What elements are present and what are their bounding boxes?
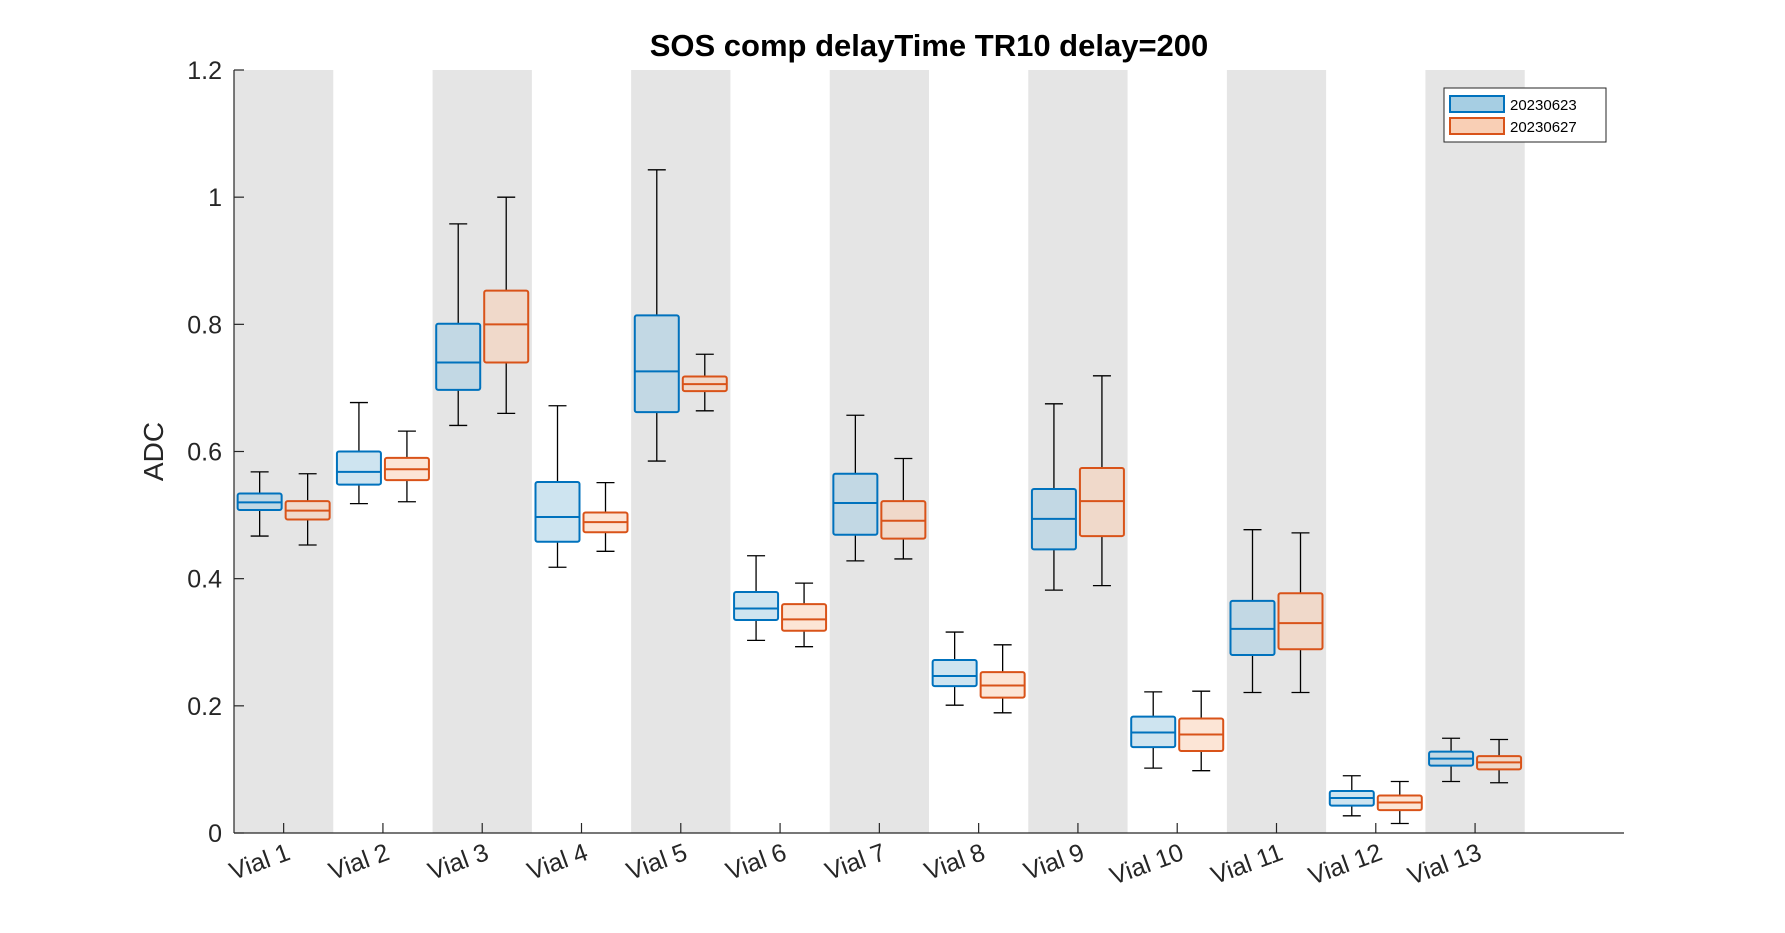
legend-label: 20230623	[1510, 97, 1577, 114]
legend: 20230623 20230627	[1443, 87, 1607, 143]
shaded-band	[234, 70, 334, 833]
box-20230627	[1376, 780, 1423, 825]
iqr-box	[534, 481, 581, 543]
y-tick-label: 1.2	[187, 57, 222, 85]
chart-title: SOS comp delayTime TR10 delay=200	[650, 28, 1209, 63]
box-20230627	[1078, 375, 1125, 587]
x-tick-label: Vial 5	[623, 838, 691, 886]
x-tick-label: Vial 7	[821, 838, 889, 886]
box-20230627	[781, 582, 828, 648]
x-tick-label: Vial 3	[424, 838, 492, 886]
iqr-box	[633, 314, 680, 414]
box-20230627	[979, 644, 1026, 714]
box-20230623	[931, 631, 978, 706]
shaded-band	[829, 70, 929, 833]
iqr-box	[832, 472, 879, 536]
x-tick-label: Vial 2	[325, 838, 393, 886]
shaded-band	[631, 70, 731, 833]
x-tick-label: Vial 6	[722, 838, 790, 886]
box-20230623	[1130, 691, 1177, 769]
y-axis-label: ADC	[138, 422, 169, 481]
shaded-band	[1226, 70, 1327, 833]
y-tick-label: 0.8	[187, 311, 222, 339]
iqr-box	[781, 603, 828, 632]
legend-swatch	[1449, 95, 1505, 113]
y-ticks: 0 0.2 0.4 0.6 0.8 1 1.2	[187, 57, 244, 848]
shaded-bands	[234, 70, 1525, 833]
box-20230623	[236, 471, 283, 537]
box-20230623	[1328, 775, 1375, 817]
x-tick-label: Vial 1	[226, 838, 294, 886]
x-tick-label: Vial 10	[1106, 838, 1187, 890]
box-20230627	[1178, 690, 1225, 772]
y-tick-label: 0.2	[187, 693, 222, 721]
x-tick-label: Vial 4	[524, 838, 592, 886]
box-20230627	[880, 457, 927, 560]
iqr-box	[1277, 592, 1324, 651]
shaded-band	[1028, 70, 1128, 833]
x-tick-label: Vial 13	[1404, 838, 1485, 890]
box-20230627	[681, 353, 728, 412]
box-20230623	[534, 405, 581, 568]
box-20230623	[633, 169, 680, 462]
box-20230623	[435, 223, 482, 427]
box-20230623	[335, 401, 382, 505]
y-tick-label: 0.4	[187, 566, 222, 594]
iqr-box	[931, 659, 978, 688]
legend-label: 20230627	[1510, 119, 1577, 136]
x-tick-label: Vial 8	[921, 838, 989, 886]
x-tick-label: Vial 9	[1020, 838, 1088, 886]
y-tick-label: 0.6	[187, 439, 222, 467]
box-20230627	[383, 430, 430, 503]
box-20230623	[1428, 737, 1475, 783]
box-plots	[236, 169, 1523, 825]
shaded-band	[432, 70, 532, 833]
x-tick-label: Vial 11	[1207, 838, 1286, 890]
iqr-box	[435, 322, 482, 391]
box-20230627	[582, 482, 629, 552]
y-tick-label: 1	[208, 184, 222, 212]
box-20230623	[1229, 529, 1276, 694]
iqr-box	[335, 450, 382, 486]
box-20230627	[1476, 738, 1523, 784]
y-tick-label: 0	[208, 820, 222, 848]
box-20230623	[733, 555, 780, 641]
x-tick-label: Vial 12	[1305, 838, 1386, 890]
iqr-box	[483, 289, 530, 364]
box-20230623	[1030, 403, 1077, 591]
box-20230627	[284, 473, 331, 546]
legend-swatch	[1449, 117, 1505, 135]
box-20230627	[483, 196, 530, 415]
box-20230623	[832, 414, 879, 562]
iqr-box	[733, 591, 780, 621]
shaded-band	[1425, 70, 1525, 833]
box-20230627	[1277, 532, 1324, 694]
